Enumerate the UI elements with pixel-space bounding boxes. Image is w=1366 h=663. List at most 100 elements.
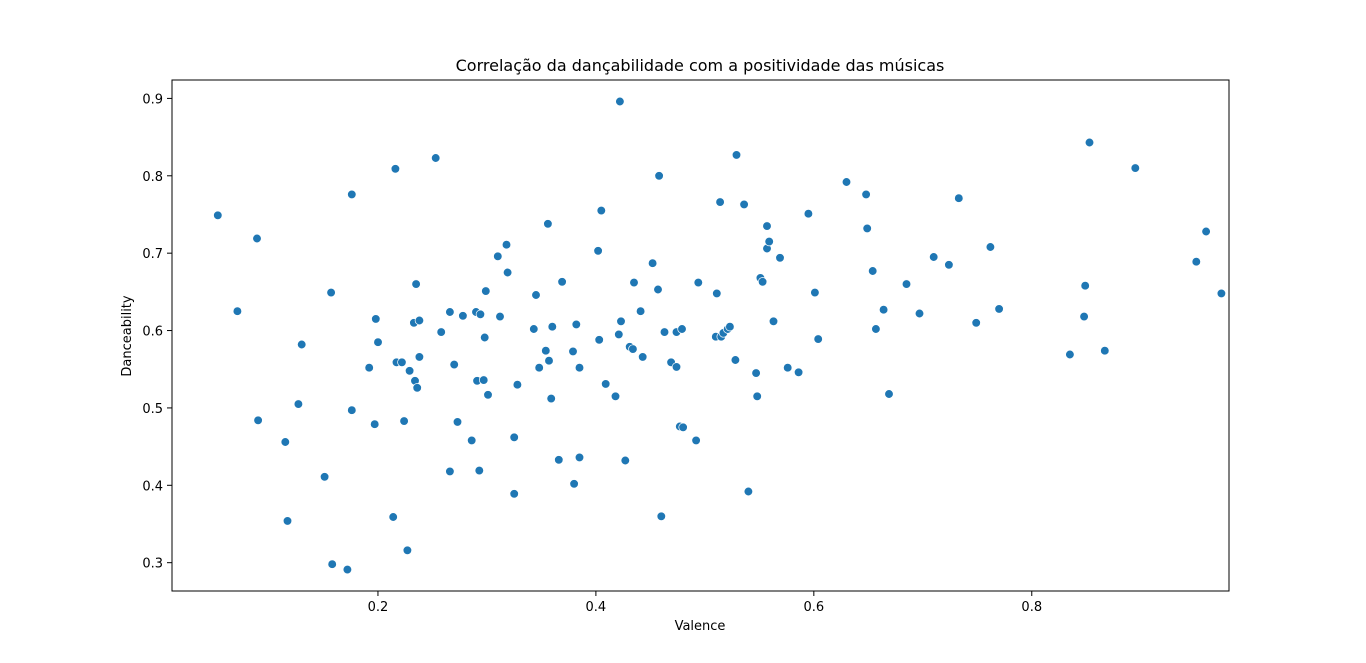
data-point — [483, 390, 493, 400]
data-point — [884, 389, 894, 399]
plot-area-frame — [171, 79, 1230, 592]
data-point — [480, 332, 490, 343]
data-point — [414, 352, 425, 362]
data-point — [445, 307, 455, 317]
data-point — [751, 368, 761, 378]
data-point — [994, 304, 1004, 314]
data-point — [678, 422, 688, 432]
data-point — [653, 284, 663, 295]
data-point — [509, 432, 519, 442]
data-point — [878, 305, 889, 315]
data-point — [293, 399, 304, 409]
data-point — [929, 252, 939, 262]
data-point — [725, 322, 735, 332]
data-point — [414, 315, 425, 326]
data-point — [691, 435, 701, 446]
y-tick-label: 0.5 — [142, 402, 163, 417]
data-point — [1100, 346, 1110, 356]
data-point — [601, 379, 611, 389]
data-point — [568, 346, 578, 357]
data-point — [615, 96, 625, 107]
data-point — [347, 405, 357, 415]
data-point — [399, 416, 409, 426]
data-point — [1084, 137, 1095, 148]
x-tick-label: 0.2 — [368, 600, 389, 615]
data-point — [752, 391, 762, 401]
data-point — [813, 334, 823, 344]
data-point — [574, 363, 585, 373]
data-point — [730, 355, 741, 365]
data-point — [871, 324, 881, 334]
data-point — [347, 189, 357, 200]
data-point — [370, 419, 380, 429]
data-point — [534, 363, 544, 373]
data-point — [371, 314, 381, 324]
data-point — [768, 316, 779, 326]
data-point — [731, 150, 742, 160]
data-point — [638, 352, 648, 362]
data-point — [475, 309, 486, 319]
data-point — [509, 489, 519, 499]
y-tick-label: 0.9 — [142, 92, 163, 107]
data-point — [739, 199, 749, 210]
data-point — [554, 455, 564, 465]
data-point — [1216, 288, 1227, 299]
data-point — [557, 277, 567, 287]
data-point — [402, 545, 413, 555]
data-point — [571, 319, 581, 330]
data-point — [1191, 257, 1201, 267]
data-point — [390, 164, 401, 174]
data-point — [252, 233, 262, 244]
data-point — [364, 363, 374, 373]
data-point — [445, 466, 455, 477]
x-tick-label: 0.8 — [1021, 600, 1042, 615]
data-point — [629, 277, 639, 288]
data-point — [412, 383, 422, 393]
y-tick-label: 0.4 — [142, 479, 163, 494]
data-point — [449, 359, 459, 370]
data-point — [547, 322, 557, 332]
data-point — [594, 335, 604, 345]
data-point — [1130, 163, 1140, 173]
data-point — [1201, 226, 1211, 237]
data-point — [327, 559, 337, 569]
data-point — [743, 486, 754, 497]
data-point — [671, 362, 682, 372]
data-point — [712, 288, 722, 299]
data-point — [436, 327, 446, 337]
data-point — [861, 189, 871, 200]
data-point — [474, 465, 484, 476]
data-point — [541, 346, 551, 356]
chart-title: Correlação da dançabilidade com a positi… — [456, 56, 945, 75]
data-point — [803, 209, 814, 219]
data-point — [531, 290, 541, 300]
data-point — [654, 171, 664, 181]
data-point — [495, 311, 505, 322]
data-point — [342, 564, 353, 575]
data-point — [479, 375, 489, 385]
data-point — [841, 177, 852, 187]
data-point — [326, 287, 336, 298]
data-point — [596, 205, 606, 216]
data-point — [574, 452, 585, 463]
data-point — [793, 367, 804, 377]
data-point — [971, 318, 981, 328]
data-point — [458, 311, 468, 321]
data-point — [481, 286, 491, 296]
y-tick-label: 0.6 — [142, 325, 163, 340]
data-point — [253, 415, 263, 425]
data-point — [659, 327, 670, 337]
data-point — [546, 393, 556, 404]
data-point — [280, 437, 290, 447]
data-point — [1065, 349, 1075, 360]
data-point — [569, 479, 579, 489]
data-point — [297, 339, 307, 350]
data-point — [544, 356, 554, 366]
data-point — [543, 219, 553, 229]
data-point — [757, 277, 768, 287]
data-point — [783, 363, 793, 373]
data-point — [810, 287, 820, 298]
data-point — [693, 277, 703, 288]
data-point — [985, 242, 996, 252]
data-point — [452, 417, 463, 427]
